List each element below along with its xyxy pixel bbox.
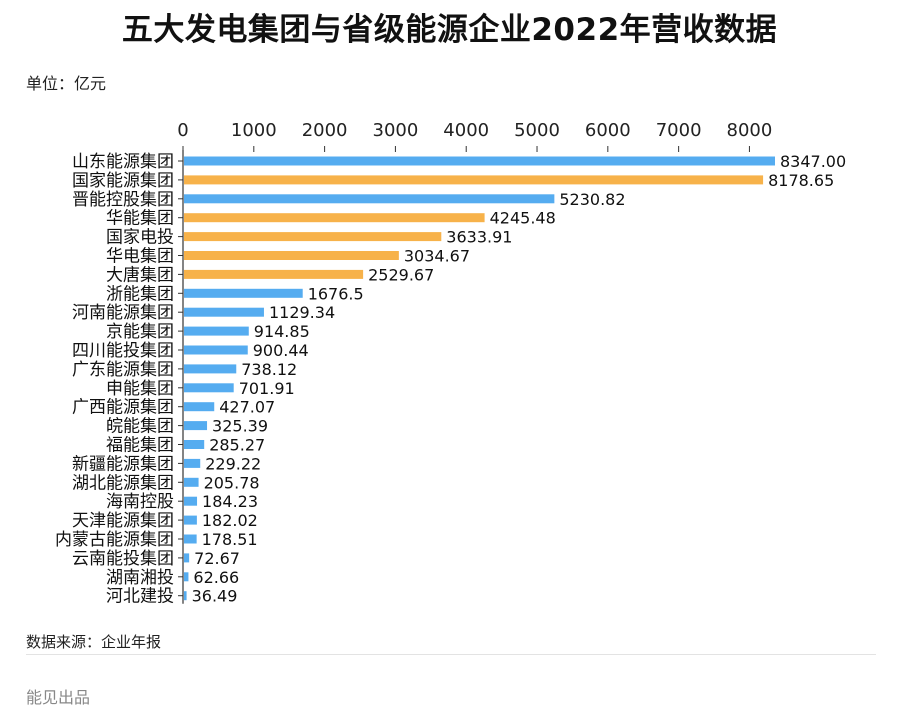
- value-label: 914.85: [254, 322, 310, 341]
- value-label: 184.23: [202, 492, 258, 511]
- category-label: 浙能集团: [106, 284, 174, 304]
- bar: [184, 156, 775, 166]
- bar: [184, 534, 197, 544]
- x-tick-label: 5000: [514, 120, 560, 141]
- category-label: 河南能源集团: [72, 303, 174, 323]
- value-label: 285.27: [209, 436, 265, 455]
- bar: [184, 572, 189, 582]
- bar: [184, 458, 201, 468]
- bar: [184, 269, 364, 279]
- data-source: 数据来源：企业年报: [26, 633, 162, 651]
- value-label: 3633.91: [446, 228, 512, 247]
- value-label: 1129.34: [269, 303, 335, 322]
- x-tick-label: 0: [177, 120, 188, 141]
- bar: [184, 421, 208, 431]
- value-label: 427.07: [219, 398, 275, 417]
- value-label: 738.12: [241, 360, 297, 379]
- category-label: 京能集团: [106, 322, 174, 342]
- x-tick-label: 7000: [656, 120, 702, 141]
- bar: [184, 213, 485, 223]
- bar: [184, 194, 555, 204]
- value-label: 4245.48: [490, 209, 556, 228]
- x-tick-label: 2000: [302, 120, 348, 141]
- category-label: 四川能投集团: [72, 341, 174, 361]
- category-label: 大唐集团: [106, 264, 174, 285]
- unit-label: 单位：亿元: [26, 74, 107, 93]
- category-label: 山东能源集团: [72, 152, 174, 172]
- category-label: 晋能控股集团: [72, 190, 174, 210]
- bar: [184, 175, 764, 185]
- category-label: 海南控股: [106, 492, 174, 512]
- bar: [184, 326, 249, 336]
- category-label: 湖南湘投: [106, 568, 174, 588]
- category-label: 湖北能源集团: [72, 473, 174, 493]
- bar: [184, 477, 199, 487]
- bar: [184, 232, 442, 242]
- x-tick-label: 8000: [727, 120, 773, 141]
- value-label: 2529.67: [368, 265, 434, 284]
- value-label: 178.51: [202, 530, 258, 549]
- category-label: 广东能源集团: [72, 360, 174, 380]
- bar: [184, 553, 190, 563]
- value-label: 8178.65: [768, 171, 834, 190]
- value-label: 182.02: [202, 511, 258, 530]
- category-label: 河北建投: [106, 587, 174, 607]
- value-label: 900.44: [253, 341, 309, 360]
- category-label: 国家能源集团: [72, 171, 174, 191]
- category-label: 国家电投: [106, 228, 174, 248]
- value-label: 72.67: [194, 549, 240, 568]
- bar: [184, 345, 248, 355]
- value-label: 205.78: [204, 473, 260, 492]
- value-label: 325.39: [212, 417, 268, 436]
- divider: [26, 654, 876, 655]
- bar: [184, 307, 264, 317]
- value-label: 62.66: [193, 568, 239, 587]
- x-tick-label: 3000: [373, 120, 419, 141]
- bar: [184, 288, 303, 298]
- x-tick-label: 6000: [585, 120, 631, 141]
- bar: [184, 591, 187, 601]
- bar: [184, 364, 237, 374]
- category-label: 内蒙古能源集团: [55, 530, 174, 550]
- bar-chart: 0 1000 2000 3000 4000 5000 6000 7000 8000 山东能源集团 8…: [55, 120, 846, 607]
- bar: [184, 440, 205, 449]
- category-label: 云南能投集团: [72, 549, 174, 569]
- brand-credit: 能见出品: [26, 688, 91, 707]
- category-label: 天津能源集团: [72, 511, 174, 531]
- x-tick-label: 1000: [231, 120, 277, 141]
- bar: [184, 515, 197, 525]
- category-label: 申能集团: [106, 379, 174, 399]
- value-label: 701.91: [239, 379, 295, 398]
- value-label: 36.49: [192, 587, 238, 606]
- bar: [184, 402, 215, 412]
- category-label: 华能集团: [106, 209, 174, 229]
- category-label: 福能集团: [106, 436, 174, 456]
- bar: [184, 251, 399, 260]
- bar: [184, 496, 198, 506]
- x-tick-label: 4000: [443, 120, 489, 141]
- value-label: 1676.5: [308, 284, 364, 303]
- category-label: 皖能集团: [106, 417, 174, 437]
- bar: [184, 383, 234, 393]
- category-label: 广西能源集团: [72, 398, 174, 418]
- category-label: 新疆能源集团: [72, 454, 174, 474]
- category-label: 华电集团: [106, 247, 174, 267]
- value-label: 8347.00: [780, 152, 846, 171]
- value-label: 3034.67: [404, 247, 470, 266]
- chart-title: 五大发电集团与省级能源企业2022年营收数据: [121, 12, 778, 48]
- value-label: 5230.82: [559, 190, 625, 209]
- value-label: 229.22: [205, 454, 261, 473]
